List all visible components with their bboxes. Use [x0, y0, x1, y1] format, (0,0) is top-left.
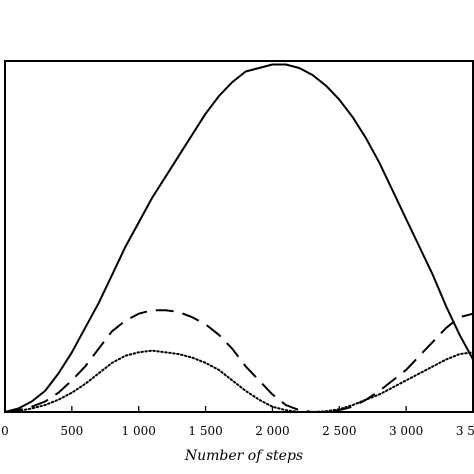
x-tick-label: 2 500 [322, 424, 356, 438]
x-tick-label: 2 000 [255, 424, 289, 438]
x-tick-label: 0 [1, 424, 9, 438]
plot-frame [4, 60, 474, 413]
x-tick-label: 1 500 [188, 424, 222, 438]
x-axis-title: Number of steps [184, 448, 303, 464]
x-tick-label: 3 500 [456, 424, 474, 438]
x-tick-label: 1 000 [122, 424, 156, 438]
x-tick-label: 3 000 [389, 424, 423, 438]
series-line-solid [4, 63, 474, 413]
x-tick-label: 500 [60, 424, 83, 438]
series-layer [4, 63, 474, 413]
series-line-dotted [4, 349, 474, 413]
x-axis: 0 500 1 000 1 500 2 000 2 500 3 000 3 500 [1, 406, 474, 438]
series-line-dashed [4, 309, 474, 413]
